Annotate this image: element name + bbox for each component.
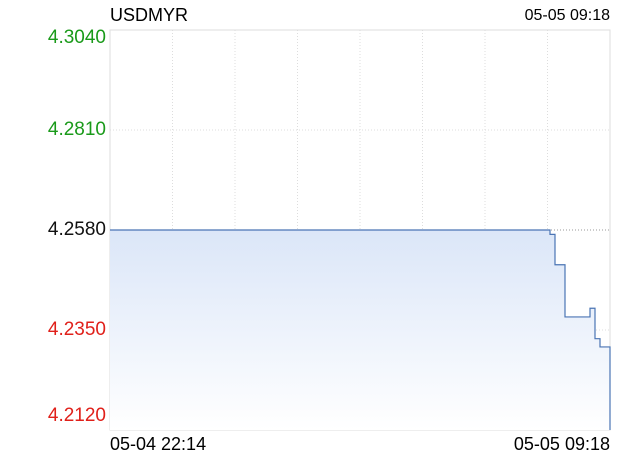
price-line xyxy=(110,229,611,430)
chart-title: USDMYR xyxy=(110,5,188,25)
time: 05-05 09:18 xyxy=(525,7,611,24)
y-tick-label: 4.2810 xyxy=(48,119,106,140)
y-tick-label: 4.2580 xyxy=(48,219,106,240)
y-tick-label: 4.3040 xyxy=(48,27,106,48)
y-tick-label: 4.2120 xyxy=(48,405,106,426)
x-tick-label: 05-05 09:18 xyxy=(514,434,610,454)
x-tick-label: 05-04 22:14 xyxy=(110,434,206,454)
y-tick-label: 4.2350 xyxy=(48,319,106,340)
area xyxy=(110,230,610,430)
